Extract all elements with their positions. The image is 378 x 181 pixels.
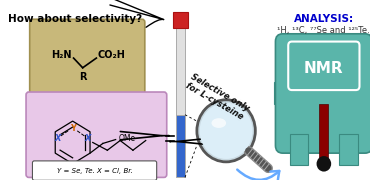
Circle shape xyxy=(197,100,256,162)
Text: CO₂H: CO₂H xyxy=(98,50,126,60)
FancyArrowPatch shape xyxy=(237,170,279,180)
Bar xyxy=(173,12,188,28)
Text: R: R xyxy=(79,72,87,83)
Circle shape xyxy=(316,156,331,172)
Text: X: X xyxy=(55,134,61,143)
Text: ANALYSIS:: ANALYSIS: xyxy=(294,14,354,24)
Text: How about selectivity?: How about selectivity? xyxy=(8,14,143,24)
Text: Selective only
for L-cysteine: Selective only for L-cysteine xyxy=(183,72,251,122)
Text: OMe: OMe xyxy=(118,134,135,143)
Ellipse shape xyxy=(212,118,226,128)
Circle shape xyxy=(200,103,253,159)
Bar xyxy=(274,82,374,104)
Text: Y: Y xyxy=(70,124,76,133)
Text: H₂N: H₂N xyxy=(51,50,72,60)
FancyBboxPatch shape xyxy=(276,34,372,153)
Text: ¹H, ¹³C, ⁷⁷Se and ¹²⁵Te.: ¹H, ¹³C, ⁷⁷Se and ¹²⁵Te. xyxy=(277,26,370,35)
Text: Y = Se, Te. X = Cl, Br.: Y = Se, Te. X = Cl, Br. xyxy=(57,168,132,174)
FancyBboxPatch shape xyxy=(30,19,145,95)
Bar xyxy=(290,134,308,165)
FancyBboxPatch shape xyxy=(33,161,157,180)
Bar xyxy=(319,104,328,164)
FancyBboxPatch shape xyxy=(26,92,167,177)
Text: X: X xyxy=(84,134,90,143)
Bar xyxy=(176,115,185,177)
Text: NMR: NMR xyxy=(304,61,344,76)
Bar xyxy=(339,134,358,165)
Bar xyxy=(176,28,185,115)
FancyBboxPatch shape xyxy=(288,42,359,90)
